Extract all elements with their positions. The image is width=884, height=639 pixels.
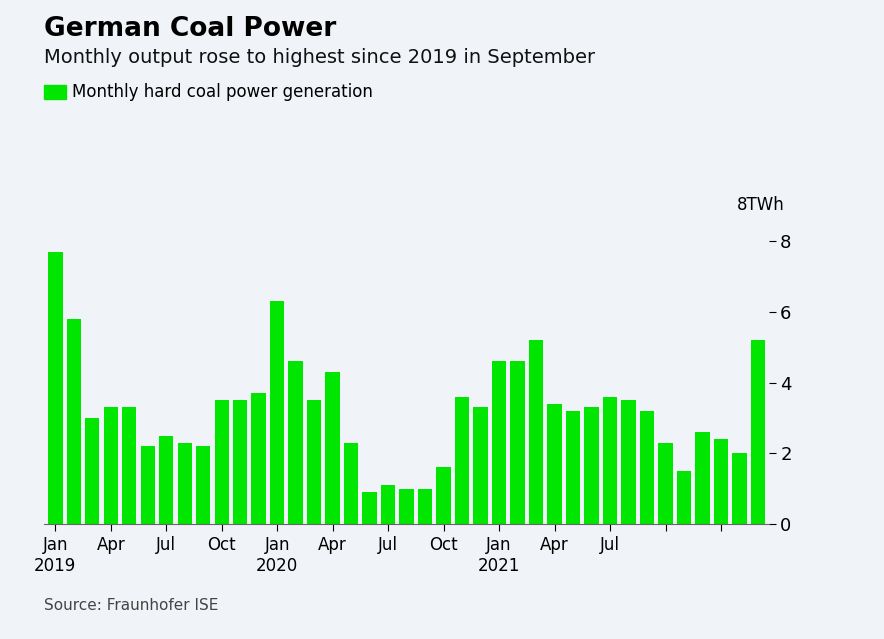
Bar xyxy=(362,492,377,524)
Bar xyxy=(474,408,488,524)
Bar xyxy=(233,400,248,524)
Bar xyxy=(529,340,544,524)
Bar xyxy=(103,408,118,524)
Bar xyxy=(437,468,451,524)
Bar xyxy=(713,439,728,524)
Bar xyxy=(288,362,303,524)
Bar xyxy=(566,411,580,524)
Bar xyxy=(696,432,710,524)
Text: Source: Fraunhofer ISE: Source: Fraunhofer ISE xyxy=(44,599,218,613)
Bar xyxy=(547,404,562,524)
Bar xyxy=(66,319,81,524)
Bar xyxy=(325,372,339,524)
Bar xyxy=(215,400,229,524)
Bar xyxy=(659,443,673,524)
Bar xyxy=(270,302,285,524)
Text: Monthly output rose to highest since 2019 in September: Monthly output rose to highest since 201… xyxy=(44,48,595,67)
Bar xyxy=(85,418,100,524)
Bar xyxy=(584,408,598,524)
Bar xyxy=(418,489,432,524)
Text: Monthly hard coal power generation: Monthly hard coal power generation xyxy=(72,83,373,101)
Bar xyxy=(603,397,617,524)
Bar xyxy=(677,471,691,524)
Bar xyxy=(751,340,766,524)
Bar xyxy=(251,393,266,524)
Bar xyxy=(732,453,747,524)
Bar xyxy=(141,446,155,524)
Bar xyxy=(621,400,636,524)
Bar xyxy=(178,443,192,524)
Bar xyxy=(510,362,525,524)
Bar xyxy=(307,400,322,524)
Bar xyxy=(492,362,507,524)
Bar xyxy=(196,446,210,524)
Bar xyxy=(381,485,395,524)
Bar xyxy=(48,252,63,524)
Bar xyxy=(122,408,136,524)
Bar xyxy=(159,436,173,524)
Bar xyxy=(344,443,358,524)
Text: 8TWh: 8TWh xyxy=(737,196,785,214)
Bar xyxy=(640,411,654,524)
Bar xyxy=(400,489,414,524)
Bar xyxy=(455,397,469,524)
Text: German Coal Power: German Coal Power xyxy=(44,16,337,42)
